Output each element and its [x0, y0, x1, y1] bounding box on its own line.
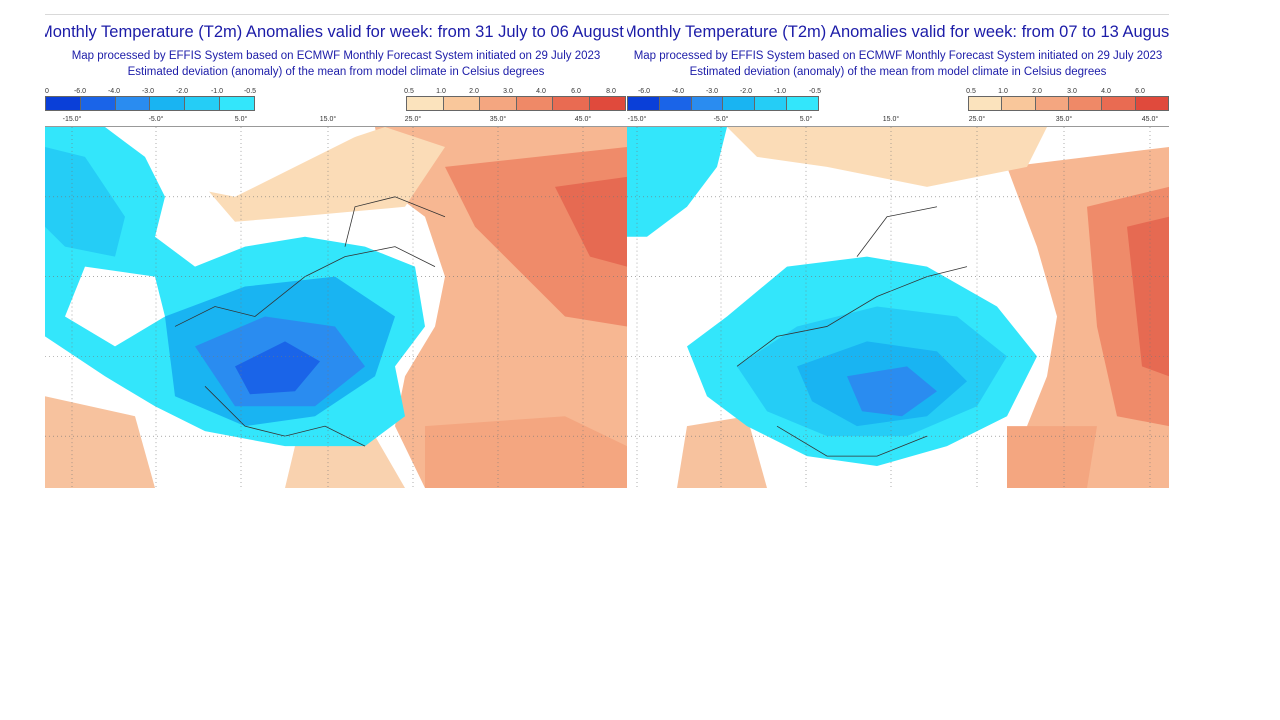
colorbar-tick: -6.0 — [637, 88, 651, 95]
swatch — [691, 97, 724, 110]
swatch — [80, 97, 116, 110]
swatch — [1002, 97, 1036, 110]
colorbar-warm-swatches — [968, 96, 1169, 111]
swatch — [46, 97, 81, 110]
colorbar-tick: 8.0 — [606, 88, 616, 95]
longitude-label: 35.0° — [489, 116, 507, 123]
longitude-label: 25.0° — [968, 116, 986, 123]
swatch — [628, 97, 660, 110]
swatch — [1135, 97, 1168, 110]
map-subtitle-units: Estimated deviation (anomaly) of the mea… — [127, 66, 545, 78]
longitude-label: 35.0° — [1055, 116, 1073, 123]
colorbar-warm: 0.5 1.0 2.0 3.0 4.0 6.0 8.0 — [404, 88, 626, 112]
colorbar-tick: -2.0 — [739, 88, 753, 95]
swatch — [480, 97, 517, 110]
colorbar-tick: 3.0 — [1067, 88, 1077, 95]
swatch — [659, 97, 692, 110]
longitude-label: 45.0° — [574, 116, 592, 123]
longitude-label: 15.0° — [882, 116, 900, 123]
longitude-label: 5.0° — [234, 116, 248, 123]
colorbar-warm-labels: 0.5 1.0 2.0 3.0 4.0 6.0 — [966, 88, 1169, 96]
colorbar-tick: 0.5 — [404, 88, 414, 95]
colorbar-tick: 2.0 — [1032, 88, 1042, 95]
swatch — [723, 97, 756, 110]
swatch — [1102, 97, 1136, 110]
colorbar-tick: 1.0 — [998, 88, 1008, 95]
colorbar-tick: -3.0 — [705, 88, 719, 95]
colorbar-cold: 0 -6.0 -4.0 -3.0 -2.0 -1.0 -0.5 — [45, 88, 257, 112]
top-divider — [45, 14, 627, 15]
colorbar-tick: 6.0 — [1135, 88, 1145, 95]
colorbar-tick: 3.0 — [503, 88, 513, 95]
map-title: Monthly Temperature (T2m) Anomalies vali… — [627, 23, 1169, 41]
colorbar-tick: 0 — [45, 88, 49, 95]
longitude-label: -15.0° — [62, 116, 82, 123]
colorbar-tick: -0.5 — [243, 88, 257, 95]
map-subtitle-source: Map processed by EFFIS System based on E… — [633, 50, 1163, 62]
anomaly-map-week1 — [45, 126, 627, 488]
colorbar-cold-swatches — [627, 96, 819, 111]
colorbar-tick: -1.0 — [773, 88, 787, 95]
map-panel-week1: Monthly Temperature (T2m) Anomalies vali… — [45, 14, 627, 488]
swatch — [787, 97, 818, 110]
longitude-label: 15.0° — [319, 116, 337, 123]
map-subtitle-units: Estimated deviation (anomaly) of the mea… — [689, 66, 1107, 78]
map-subtitle-source: Map processed by EFFIS System based on E… — [71, 50, 601, 62]
colorbar-cold-labels: -6.0 -4.0 -3.0 -2.0 -1.0 -0.5 — [627, 88, 822, 96]
colorbar-tick: 2.0 — [469, 88, 479, 95]
anomaly-map-graphic — [627, 127, 1169, 488]
colorbar-cold: -6.0 -4.0 -3.0 -2.0 -1.0 -0.5 — [627, 88, 822, 112]
longitude-labels: -15.0° -5.0° 5.0° 15.0° 25.0° 35.0° 45.0… — [627, 116, 1169, 126]
colorbar-tick: 1.0 — [436, 88, 446, 95]
swatch — [553, 97, 590, 110]
longitude-label: 5.0° — [799, 116, 813, 123]
colorbar-cold-swatches — [45, 96, 255, 111]
swatch — [969, 97, 1003, 110]
longitude-label: 45.0° — [1141, 116, 1159, 123]
swatch — [443, 97, 480, 110]
anomaly-map-graphic — [45, 127, 627, 488]
swatch — [407, 97, 444, 110]
colorbar-warm: 0.5 1.0 2.0 3.0 4.0 6.0 — [966, 88, 1169, 112]
longitude-label: -15.0° — [627, 116, 647, 123]
colorbar-tick: -2.0 — [175, 88, 189, 95]
colorbar-tick: -4.0 — [107, 88, 121, 95]
longitude-label: 25.0° — [404, 116, 422, 123]
colorbar-tick: -4.0 — [671, 88, 685, 95]
swatch — [516, 97, 553, 110]
map-title: Monthly Temperature (T2m) Anomalies vali… — [45, 23, 627, 41]
top-divider — [627, 14, 1169, 15]
colorbar-tick: -3.0 — [141, 88, 155, 95]
swatch — [1068, 97, 1103, 110]
longitude-labels: -15.0° -5.0° 5.0° 15.0° 25.0° 35.0° 45.0… — [45, 116, 627, 126]
swatch — [115, 97, 151, 110]
swatch — [185, 97, 221, 110]
swatch — [589, 97, 625, 110]
colorbar-tick: -0.5 — [808, 88, 822, 95]
colorbar-warm-labels: 0.5 1.0 2.0 3.0 4.0 6.0 8.0 — [404, 88, 626, 96]
anomaly-map-week2 — [627, 126, 1169, 488]
colorbar-cold-labels: 0 -6.0 -4.0 -3.0 -2.0 -1.0 -0.5 — [45, 88, 257, 96]
colorbar-tick: 4.0 — [1101, 88, 1111, 95]
colorbar-tick: 0.5 — [966, 88, 976, 95]
longitude-label: -5.0° — [148, 116, 164, 123]
colorbar-tick: -1.0 — [210, 88, 224, 95]
map-panel-week2: Monthly Temperature (T2m) Anomalies vali… — [627, 14, 1169, 488]
colorbar-tick: -6.0 — [73, 88, 87, 95]
swatch — [220, 97, 254, 110]
swatch — [755, 97, 788, 110]
swatch — [150, 97, 186, 110]
colorbar-tick: 4.0 — [536, 88, 546, 95]
colorbar-warm-swatches — [406, 96, 626, 111]
swatch — [1035, 97, 1069, 110]
colorbar-tick: 6.0 — [571, 88, 581, 95]
longitude-label: -5.0° — [713, 116, 729, 123]
